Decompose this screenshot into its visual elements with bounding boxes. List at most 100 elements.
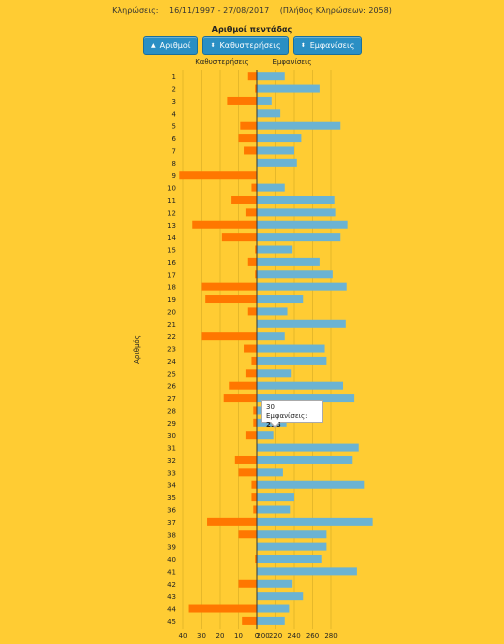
appearance-bar — [257, 195, 335, 204]
category-label: 10 — [167, 185, 176, 193]
delay-bar — [247, 307, 257, 316]
category-label: 29 — [167, 420, 176, 428]
appearance-bar — [257, 109, 281, 118]
delay-bar — [238, 530, 257, 539]
delay-bar — [223, 394, 257, 403]
appearance-bar — [257, 394, 355, 403]
category-label: 19 — [167, 296, 176, 304]
appearance-bar — [257, 332, 285, 341]
appearance-bar — [257, 369, 292, 378]
category-label: 12 — [167, 209, 176, 217]
category-label: 44 — [167, 606, 176, 614]
appearance-bar — [257, 270, 333, 279]
x-tick-label: 30 — [197, 632, 206, 640]
category-label: 17 — [167, 271, 176, 279]
sort-up-icon: ▲ — [151, 42, 156, 49]
delay-bar — [247, 257, 257, 266]
category-label: 6 — [172, 135, 177, 143]
delay-bar — [229, 381, 257, 390]
category-label: 36 — [167, 506, 176, 514]
appearance-bar — [257, 208, 336, 217]
chart-tooltip: 30 Εμφανίσεις: 218 — [261, 400, 323, 429]
appearances-series-label: Εμφανίσεις — [272, 58, 311, 66]
category-label: 43 — [167, 593, 176, 601]
delay-series-label: Καθυστερήσεις — [195, 58, 249, 66]
sort-by-delay-button[interactable]: ⬍ Καθυστερήσεις — [202, 36, 289, 55]
chart-subtitle: Αριθμοί πεντάδας — [211, 25, 293, 34]
tooltip-number: 30 — [266, 403, 275, 411]
category-label: 21 — [167, 321, 176, 329]
delay-bar — [227, 96, 257, 105]
category-label: 3 — [172, 98, 176, 106]
draws-count: (Πλήθος Κληρώσεων: 2058) — [279, 6, 392, 15]
category-label: 42 — [167, 581, 176, 589]
appearance-bar — [257, 567, 357, 576]
category-label: 34 — [167, 482, 176, 490]
appearance-bar — [257, 183, 285, 192]
category-label: 32 — [167, 457, 176, 465]
delay-bar — [234, 455, 257, 464]
x-tick-label: 220 — [269, 632, 282, 640]
category-label: 26 — [167, 383, 176, 391]
delay-bar — [251, 183, 257, 192]
delay-bar — [188, 604, 257, 613]
delay-bar — [255, 270, 257, 279]
delay-bar — [253, 418, 257, 427]
delay-bar — [253, 406, 257, 415]
category-label: 16 — [167, 259, 176, 267]
category-label: 33 — [167, 469, 176, 477]
draws-label: Κληρώσεις: — [112, 6, 159, 15]
category-label: 20 — [167, 308, 176, 316]
sort-by-number-button[interactable]: ▲ Αριθμοί — [143, 36, 199, 55]
appearance-bar — [257, 431, 274, 440]
appearance-bar — [257, 307, 288, 316]
category-label: 30 — [167, 432, 176, 440]
category-label: 1 — [172, 73, 176, 81]
appearance-bar — [257, 96, 272, 105]
appearance-bar — [257, 530, 327, 539]
delay-bar — [240, 121, 257, 130]
appearance-bar — [257, 356, 327, 365]
sort-by-appearances-button[interactable]: ⬍ Εμφανίσεις — [292, 36, 363, 55]
appearance-bar — [257, 480, 365, 489]
appearance-bar — [257, 592, 304, 601]
delay-bar — [221, 233, 257, 242]
delay-bar — [207, 517, 257, 526]
delay-bar — [238, 579, 257, 588]
appearance-bar — [257, 282, 347, 291]
appearance-bar — [257, 443, 359, 452]
category-label: 27 — [167, 395, 176, 403]
appearance-bar — [257, 381, 344, 390]
x-tick-label: 280 — [324, 632, 337, 640]
delay-bar — [238, 468, 257, 477]
tooltip-pointer — [270, 422, 280, 428]
x-tick-label: 0 — [255, 632, 259, 640]
delay-bar — [251, 480, 257, 489]
x-tick-label: 20 — [216, 632, 225, 640]
delay-bar — [245, 208, 257, 217]
tooltip-label: Εμφανίσεις: — [266, 412, 308, 420]
category-label: 45 — [167, 618, 176, 626]
appearance-bar — [257, 468, 283, 477]
delay-bar — [201, 282, 257, 291]
delay-bar — [255, 245, 257, 254]
sort-buttons: ▲ Αριθμοί ⬍ Καθυστερήσεις ⬍ Εμφανίσεις — [143, 36, 363, 55]
draws-header: Κληρώσεις: 16/11/1997 - 27/08/2017 (Πλήθ… — [0, 6, 504, 15]
category-label: 37 — [167, 519, 176, 527]
delay-bar — [251, 356, 257, 365]
sort-icon: ⬍ — [300, 42, 306, 49]
delay-bar — [255, 84, 257, 93]
category-label: 25 — [167, 370, 176, 378]
category-label: 22 — [167, 333, 176, 341]
appearance-bar — [257, 146, 294, 155]
category-label: 15 — [167, 247, 176, 255]
appearance-bar — [257, 233, 341, 242]
category-label: 7 — [172, 147, 176, 155]
appearance-bar — [257, 220, 348, 229]
draws-date-range: 16/11/1997 - 27/08/2017 — [169, 6, 270, 15]
appearance-bar — [257, 158, 297, 167]
sort-by-delay-label: Καθυστερήσεις — [219, 41, 281, 50]
category-label: 23 — [167, 346, 176, 354]
appearance-bar — [257, 295, 304, 304]
